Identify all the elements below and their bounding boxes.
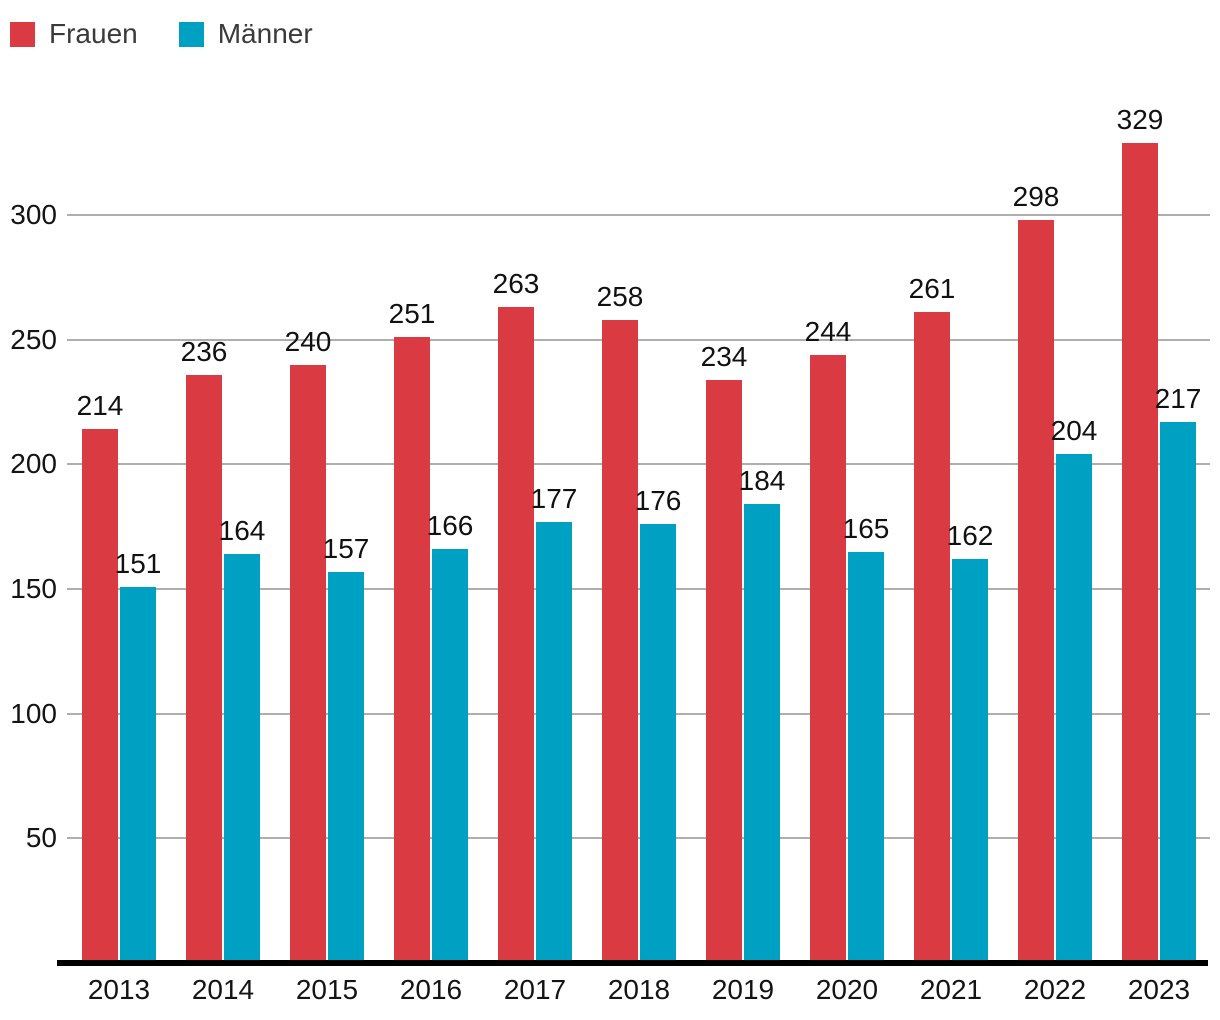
x-axis-tick-label: 2021: [919, 974, 983, 1005]
bar-frauen-2022: [1018, 219, 1054, 963]
bar-value-label: 165: [842, 512, 890, 544]
bar-value-label: 177: [530, 482, 578, 514]
bar-männer-2014: [224, 554, 260, 963]
bar-value-label: 162: [946, 520, 994, 552]
bar-frauen-2017: [498, 307, 534, 963]
bar-value-label: 263: [492, 268, 540, 300]
bar-frauen-2019: [706, 379, 742, 963]
x-axis-tick-label: 2023: [1127, 974, 1191, 1005]
bar-männer-2023: [1160, 421, 1196, 963]
bar-value-label: 258: [596, 280, 644, 312]
bar-männer-2019: [744, 504, 780, 963]
y-axis-tick-label: 250: [10, 323, 57, 355]
y-axis-tick-label: 300: [10, 199, 57, 230]
bar-value-label: 261: [908, 273, 956, 305]
bar-frauen-2018: [602, 319, 638, 963]
y-axis-tick-label: 150: [10, 573, 57, 604]
bar-value-label: 240: [284, 325, 332, 357]
bar-value-label: 164: [218, 515, 266, 547]
gridline-100: [67, 712, 1210, 715]
bar-value-label: 166: [426, 510, 474, 542]
x-axis-tick-label: 2022: [1023, 974, 1087, 1005]
bar-value-label: 204: [1050, 415, 1098, 447]
bar-value-label: 234: [700, 340, 748, 372]
y-axis-tick-label: 50: [25, 822, 57, 854]
legend-swatch-frauen-icon: [10, 21, 35, 47]
x-axis-tick-label: 2017: [503, 974, 567, 1005]
bar-männer-2020: [848, 551, 884, 963]
bar-value-label: 251: [388, 298, 436, 330]
x-axis-tick-label: 2018: [607, 974, 671, 1005]
bar-value-label: 236: [180, 335, 228, 367]
x-axis-tick-label: 2016: [399, 974, 463, 1005]
gridline-150: [67, 588, 1210, 590]
bar-value-label: 244: [804, 315, 852, 347]
bar-value-label: 151: [114, 547, 162, 579]
bar-frauen-2015: [290, 364, 326, 963]
y-axis-tick-label: 100: [10, 697, 57, 729]
bar-value-label: 214: [76, 390, 124, 422]
bar-männer-2015: [328, 571, 364, 963]
bar-männer-2021: [952, 559, 988, 963]
bar-männer-2013: [120, 586, 156, 963]
bar-männer-2017: [536, 521, 572, 963]
x-axis-tick-label: 2020: [815, 974, 879, 1005]
bar-männer-2018: [640, 524, 676, 963]
bar-männer-2016: [432, 549, 468, 963]
legend-swatch-maenner-icon: [178, 21, 204, 47]
bar-frauen-2021: [914, 312, 950, 963]
bar-value-label: 184: [738, 465, 786, 497]
bar-value-label: 298: [1012, 180, 1060, 212]
bar-männer-2022: [1056, 454, 1092, 963]
x-axis-tick-label: 2015: [295, 974, 359, 1005]
gridline-50: [67, 837, 1210, 840]
x-axis-tick-label: 2013: [87, 974, 151, 1005]
bar-value-label: 157: [322, 532, 370, 564]
legend-label-frauen: Frauen: [49, 18, 138, 49]
bar-frauen-2014: [186, 374, 222, 963]
x-axis-tick-label: 2014: [191, 974, 255, 1005]
legend: Frauen Männer: [10, 20, 313, 48]
x-axis-line: [57, 960, 1208, 966]
bar-frauen-2013: [82, 429, 118, 963]
x-axis-tick-label: 2019: [711, 974, 775, 1005]
bar-value-label: 329: [1116, 103, 1164, 135]
bar-frauen-2016: [394, 337, 430, 963]
bar-frauen-2020: [810, 354, 846, 963]
bar-frauen-2023: [1122, 142, 1158, 963]
y-axis-tick-label: 200: [10, 448, 57, 480]
gridline-300: [67, 214, 1210, 216]
gridline-250: [67, 338, 1210, 341]
bar-value-label: 176: [634, 485, 682, 517]
legend-label-maenner: Männer: [217, 18, 313, 49]
legend-item-maenner: Männer: [178, 18, 313, 49]
bar-value-label: 217: [1154, 382, 1202, 414]
gridline-200: [67, 463, 1210, 466]
legend-item-frauen: Frauen: [10, 20, 138, 48]
